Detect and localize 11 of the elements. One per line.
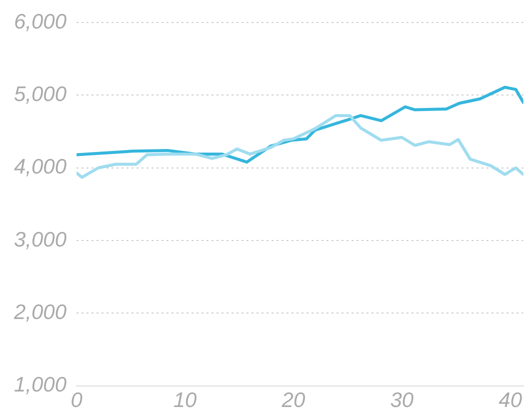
y-tick-label: 2,000	[12, 301, 67, 324]
y-tick-label: 4,000	[14, 156, 67, 179]
x-tick-label: 0	[70, 389, 83, 412]
y-tick-label: 6,000	[14, 10, 67, 34]
x-tick-label: 40	[498, 389, 522, 412]
x-tick-label: 30	[390, 389, 414, 412]
y-tick-label: 3,000	[14, 228, 67, 252]
x-tick-label: 20	[280, 389, 306, 412]
x-tick-label: 10	[173, 389, 197, 412]
y-tick-label: 5,000	[14, 83, 67, 106]
y-tick-label: 1,000	[14, 374, 67, 397]
